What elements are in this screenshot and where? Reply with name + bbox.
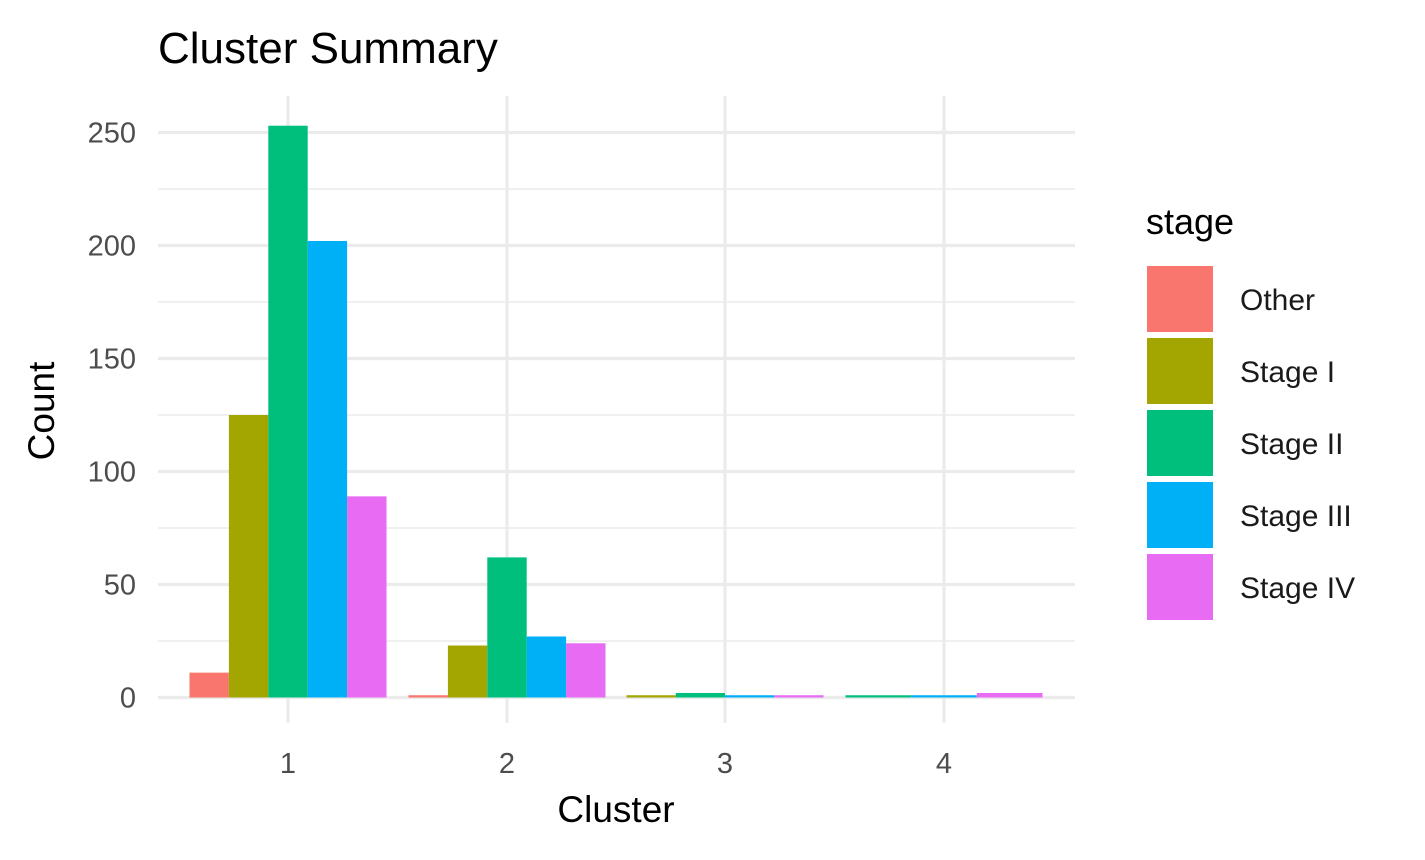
bar-cluster-1-other	[189, 672, 229, 698]
x-tick-label: 4	[936, 748, 952, 780]
legend-key	[1147, 554, 1213, 620]
bar-cluster-4-stage-iv	[976, 692, 1043, 698]
bar-cluster-3-stage-iv	[774, 695, 824, 698]
bar-cluster-1-stage-ii	[268, 125, 308, 698]
bar-cluster-2-stage-ii	[487, 557, 527, 698]
legend-label: Stage IV	[1240, 572, 1355, 605]
y-tick-label: 200	[88, 231, 136, 263]
legend-key	[1147, 482, 1213, 548]
bar-cluster-2-stage-iii	[526, 636, 567, 698]
bar-cluster-1-stage-i	[228, 415, 269, 698]
y-tick-label: 150	[88, 344, 136, 376]
chart-title: Cluster Summary	[158, 24, 498, 73]
legend-label: Stage I	[1240, 356, 1335, 389]
bar-cluster-3-stage-iii	[725, 695, 775, 698]
legend-label: Stage III	[1240, 500, 1352, 533]
x-tick-label: 1	[280, 748, 296, 780]
bar-cluster-3-stage-i	[626, 695, 676, 698]
x-tick-label: 3	[717, 748, 733, 780]
legend-key	[1147, 266, 1213, 332]
y-tick-labels: 0 50 100 150 200 250	[88, 118, 136, 715]
bar-cluster-1-stage-iv	[347, 496, 387, 698]
y-tick-label: 250	[88, 118, 136, 150]
bar-cluster-4-stage-iii	[911, 695, 977, 698]
y-axis-title: Count	[21, 361, 62, 460]
legend-key	[1147, 410, 1213, 476]
bar-cluster-1-stage-iii	[307, 240, 348, 698]
x-axis-title: Cluster	[557, 789, 674, 830]
bar-cluster-2-stage-iv	[566, 643, 606, 698]
y-tick-label: 50	[104, 570, 136, 602]
bar-cluster-2-stage-i	[447, 645, 488, 698]
legend-label: Stage II	[1240, 428, 1343, 461]
legend-title: stage	[1146, 201, 1234, 242]
bar-cluster-3-stage-ii	[675, 692, 725, 698]
legend-label: Other	[1240, 284, 1315, 317]
y-tick-label: 100	[88, 457, 136, 489]
x-tick-label: 2	[499, 748, 515, 780]
y-tick-label: 0	[120, 683, 136, 715]
bar-cluster-2-other	[408, 695, 448, 698]
legend: Other Stage I Stage II Stage III Stage IV	[1147, 266, 1355, 620]
bars	[189, 125, 1043, 698]
x-tick-labels: 1 2 3 4	[280, 748, 952, 780]
bar-cluster-4-stage-ii	[845, 695, 912, 698]
legend-key	[1147, 338, 1213, 404]
